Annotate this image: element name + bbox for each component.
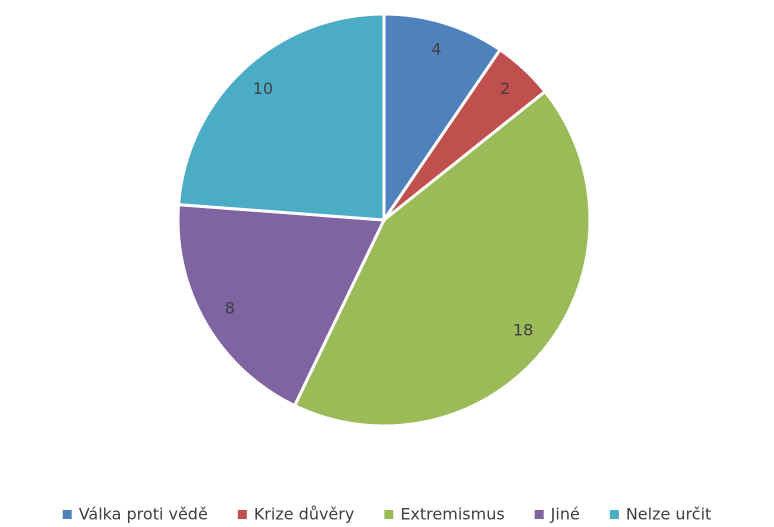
legend-label: Jiné	[550, 505, 580, 524]
pie-slice	[292, 89, 592, 428]
data-label: 2	[500, 79, 510, 98]
pie-slice	[176, 202, 387, 408]
data-label: 4	[431, 39, 441, 58]
legend-label: Krize důvěry	[254, 505, 355, 524]
legend-label: Nelze určit	[626, 505, 711, 524]
legend-swatch	[534, 510, 544, 519]
data-label: 8	[225, 299, 235, 318]
legend-swatch	[384, 510, 394, 519]
pie-slice	[176, 12, 386, 222]
legend-swatch	[62, 510, 72, 519]
pie-slice	[382, 12, 503, 225]
legend-swatch	[237, 510, 247, 519]
legend-label: Extremismus	[400, 505, 504, 524]
legend-label: Válka proti vědě	[79, 505, 208, 524]
legend-swatch	[609, 510, 619, 519]
data-label: 10	[253, 79, 273, 98]
data-label: 18	[513, 320, 533, 339]
